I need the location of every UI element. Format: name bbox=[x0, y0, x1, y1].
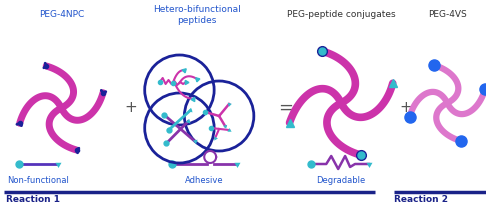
Text: Reaction 1: Reaction 1 bbox=[6, 195, 60, 204]
Text: PEG-4NPC: PEG-4NPC bbox=[39, 10, 84, 19]
Text: +: + bbox=[124, 100, 137, 115]
Text: PEG-peptide conjugates: PEG-peptide conjugates bbox=[287, 10, 396, 19]
Text: Adhesive: Adhesive bbox=[185, 176, 224, 185]
Text: Hetero-bifunctional
peptides: Hetero-bifunctional peptides bbox=[154, 5, 241, 25]
Text: Non-functional: Non-functional bbox=[8, 176, 69, 185]
Text: +: + bbox=[399, 100, 412, 115]
Text: =: = bbox=[278, 99, 293, 117]
Text: Degradable: Degradable bbox=[316, 176, 366, 185]
Text: PEG-4VS: PEG-4VS bbox=[428, 10, 467, 19]
Text: Reaction 2: Reaction 2 bbox=[394, 195, 448, 204]
